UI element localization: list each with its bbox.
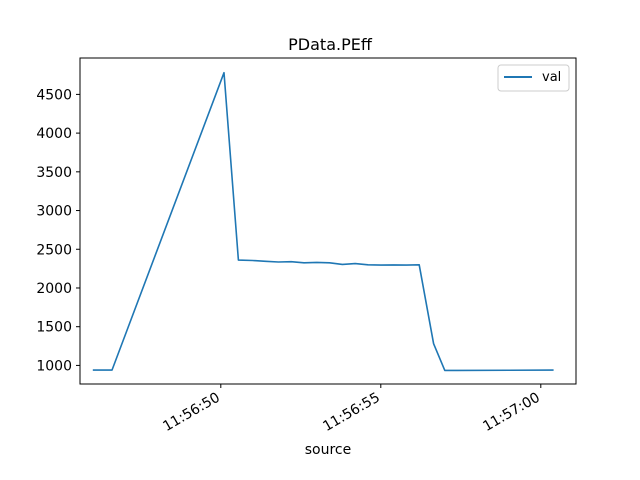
plot-area-frame [79, 57, 577, 385]
legend: val [497, 64, 570, 92]
series-layer [92, 71, 554, 372]
y-tick-label: 3500 [36, 165, 72, 181]
x-tick-label: 11:56:55 [320, 390, 382, 435]
y-tick-label: 4000 [36, 126, 72, 142]
x-tick-label: 11:56:50 [160, 390, 222, 435]
legend-box [497, 64, 570, 92]
y-tick-label: 2000 [36, 281, 72, 297]
y-axis: 1000 1500 2000 2500 3000 3500 4000 4500 [36, 87, 80, 374]
x-axis: 11:56:50 11:56:55 11:57:00 [160, 384, 543, 435]
chart-title: PData.PEff [288, 35, 373, 54]
y-tick-label: 2500 [36, 242, 72, 258]
x-tick-label: 11:57:00 [480, 390, 542, 435]
y-tick-label: 1500 [36, 320, 72, 336]
x-axis-label: source [305, 442, 352, 458]
y-tick-label: 1000 [36, 358, 72, 374]
legend-label: val [542, 70, 561, 85]
y-tick-label: 4500 [36, 87, 72, 103]
series-line-val [92, 71, 554, 372]
y-tick-label: 3000 [36, 204, 72, 220]
